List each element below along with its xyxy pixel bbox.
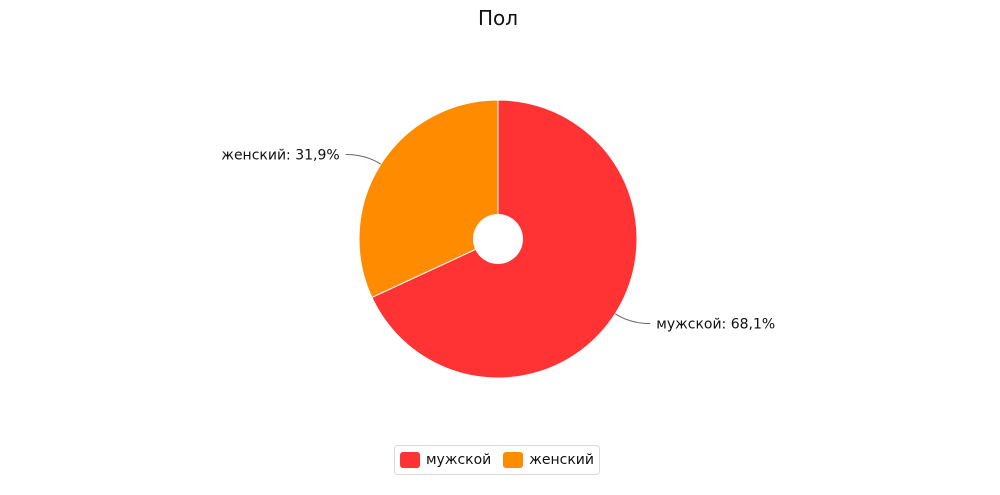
legend-item-female[interactable]: женский bbox=[503, 452, 594, 468]
leader-line-1 bbox=[345, 153, 382, 165]
pie-slice-1[interactable] bbox=[358, 99, 499, 299]
data-labels: мужской: 68,1% женский: 31,9% bbox=[221, 147, 775, 332]
legend-label-male: мужской bbox=[425, 452, 492, 468]
legend-item-male[interactable]: мужской bbox=[399, 452, 492, 468]
legend-label-female: женский bbox=[529, 452, 594, 468]
legend-swatch-female bbox=[503, 452, 524, 468]
data-label-0: мужской: 68,1% bbox=[656, 317, 775, 333]
chart-title: Пол bbox=[478, 6, 518, 30]
leader-lines bbox=[345, 153, 651, 325]
leader-line-0 bbox=[614, 313, 651, 325]
data-label-1: женский: 31,9% bbox=[221, 147, 339, 163]
donut-hole bbox=[473, 214, 523, 264]
legend: мужской женский bbox=[394, 445, 600, 475]
legend-swatch-male bbox=[399, 452, 420, 468]
